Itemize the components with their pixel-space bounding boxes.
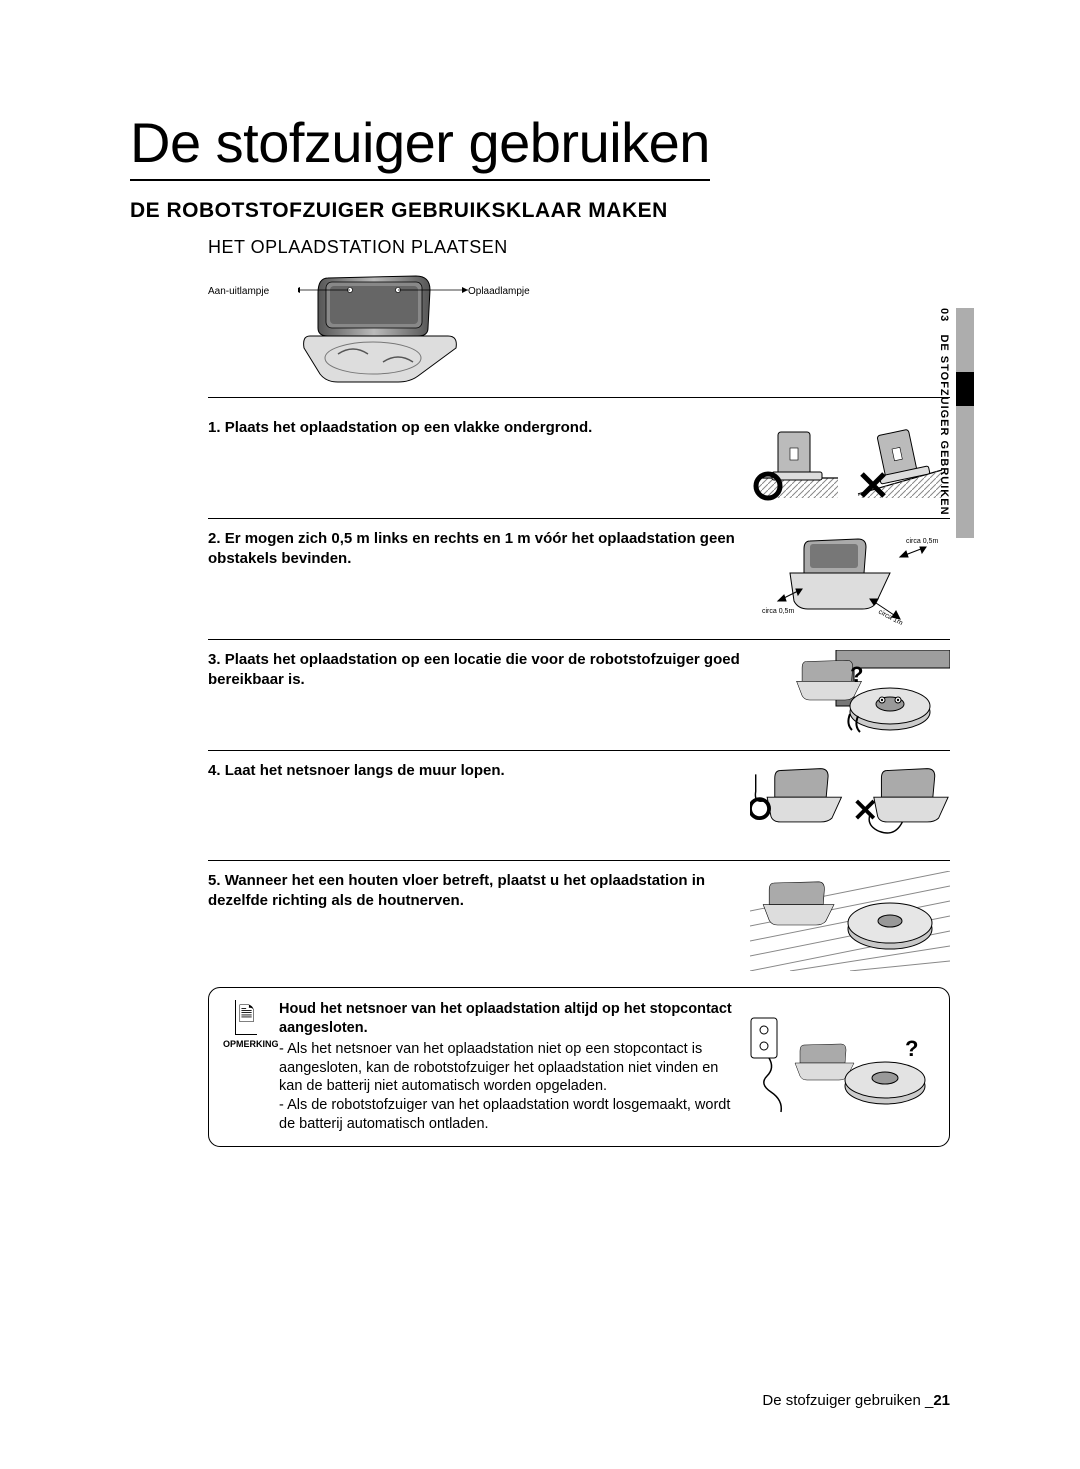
note-body: Houd het netsnoer van het oplaadstation … xyxy=(279,1000,735,1134)
step-figure: ? xyxy=(750,650,950,740)
step-row: 2. Er mogen zich 0,5 m links en rechts e… xyxy=(208,519,950,640)
step-number: 4. xyxy=(208,762,221,779)
chapter-title: De stofzuiger gebruiken xyxy=(130,110,710,181)
step-row: 5. Wanneer het een houten vloer betreft,… xyxy=(208,861,950,981)
note-figure: ? xyxy=(745,1000,935,1134)
step-row: 3. Plaats het oplaadstation op een locat… xyxy=(208,640,950,751)
footer-page-number: 21 xyxy=(933,1392,950,1409)
step-text: 4. Laat het netsnoer langs de muur lopen… xyxy=(208,761,750,781)
step-text: 2. Er mogen zich 0,5 m links en rechts e… xyxy=(208,529,750,568)
clearance-front-label: circa 1m xyxy=(877,609,904,628)
question-mark-icon: ? xyxy=(905,1036,918,1061)
step-number: 3. xyxy=(208,651,221,668)
subsection-heading: HET OPLAADSTATION PLAATSEN xyxy=(208,237,950,258)
manual-page: De stofzuiger gebruiken DE ROBOTSTOFZUIG… xyxy=(0,0,1080,1469)
reachable-icon: ? xyxy=(750,650,950,740)
side-tab-number: 03 xyxy=(938,308,950,322)
note-icon: 🗎 xyxy=(235,1000,256,1035)
intro-left-label: Aan-uitlampje xyxy=(208,286,269,297)
note-item: Als de robotstofzuiger van het oplaadsta… xyxy=(279,1096,735,1134)
step-number: 2. xyxy=(208,530,221,547)
clearance-left-label: circa 0,5m xyxy=(762,608,794,615)
step-figure: circa 0,5m circa 0,5m circa 1m xyxy=(750,529,950,629)
note-box: 🗎 OPMERKING Houd het netsnoer van het op… xyxy=(208,987,950,1147)
step-row: 4. Laat het netsnoer langs de muur lopen… xyxy=(208,751,950,861)
note-marker: 🗎 OPMERKING xyxy=(223,1000,269,1134)
wood-floor-icon xyxy=(750,871,950,971)
intro-right-label: Oplaadlampje xyxy=(468,286,530,297)
intro-figure: Aan-uitlampje Oplaadlampje xyxy=(208,268,950,398)
step-figure xyxy=(750,761,950,841)
step-body: Er mogen zich 0,5 m links en rechts en 1… xyxy=(208,530,735,567)
step-text: 5. Wanneer het een houten vloer betreft,… xyxy=(208,871,750,910)
side-tab: 03 DE STOFZUIGER GEBRUIKEN xyxy=(928,308,952,558)
step-body: Plaats het oplaadstation op een vlakke o… xyxy=(225,419,593,436)
step-figure xyxy=(750,871,950,971)
clearance-icon: circa 0,5m circa 0,5m circa 1m xyxy=(750,529,950,629)
step-row: 1. Plaats het oplaadstation op een vlakk… xyxy=(208,408,950,519)
note-item: Als het netsnoer van het oplaadstation n… xyxy=(279,1040,735,1097)
step-body: Plaats het oplaadstation op een locatie … xyxy=(208,651,740,688)
note-head: Houd het netsnoer van het oplaadstation … xyxy=(279,1000,735,1038)
note-marker-label: OPMERKING xyxy=(223,1039,269,1049)
side-tab-text: 03 DE STOFZUIGER GEBRUIKEN xyxy=(938,308,950,516)
step-text: 1. Plaats het oplaadstation op een vlakk… xyxy=(208,418,750,438)
side-tab-bar xyxy=(956,308,974,538)
footer-text: De stofzuiger gebruiken _ xyxy=(762,1392,933,1409)
plug-icon: ? xyxy=(745,1012,935,1122)
step-figure xyxy=(750,418,950,508)
side-tab-mark xyxy=(956,372,974,406)
section-heading: DE ROBOTSTOFZUIGER GEBRUIKSKLAAR MAKEN xyxy=(130,199,950,223)
charging-station-icon xyxy=(298,268,468,388)
step-number: 1. xyxy=(208,419,221,436)
note-list: Als het netsnoer van het oplaadstation n… xyxy=(279,1040,735,1134)
page-footer: De stofzuiger gebruiken _21 xyxy=(762,1392,950,1409)
question-mark-icon: ? xyxy=(850,662,863,687)
cord-wall-icon xyxy=(750,761,950,841)
content-area: Aan-uitlampje Oplaadlampje xyxy=(208,268,950,1147)
step-body: Laat het netsnoer langs de muur lopen. xyxy=(225,762,505,779)
step-number: 5. xyxy=(208,872,221,889)
flat-ground-icon xyxy=(750,418,950,508)
step-body: Wanneer het een houten vloer betreft, pl… xyxy=(208,872,705,909)
side-tab-label: DE STOFZUIGER GEBRUIKEN xyxy=(938,334,950,515)
step-text: 3. Plaats het oplaadstation op een locat… xyxy=(208,650,750,689)
